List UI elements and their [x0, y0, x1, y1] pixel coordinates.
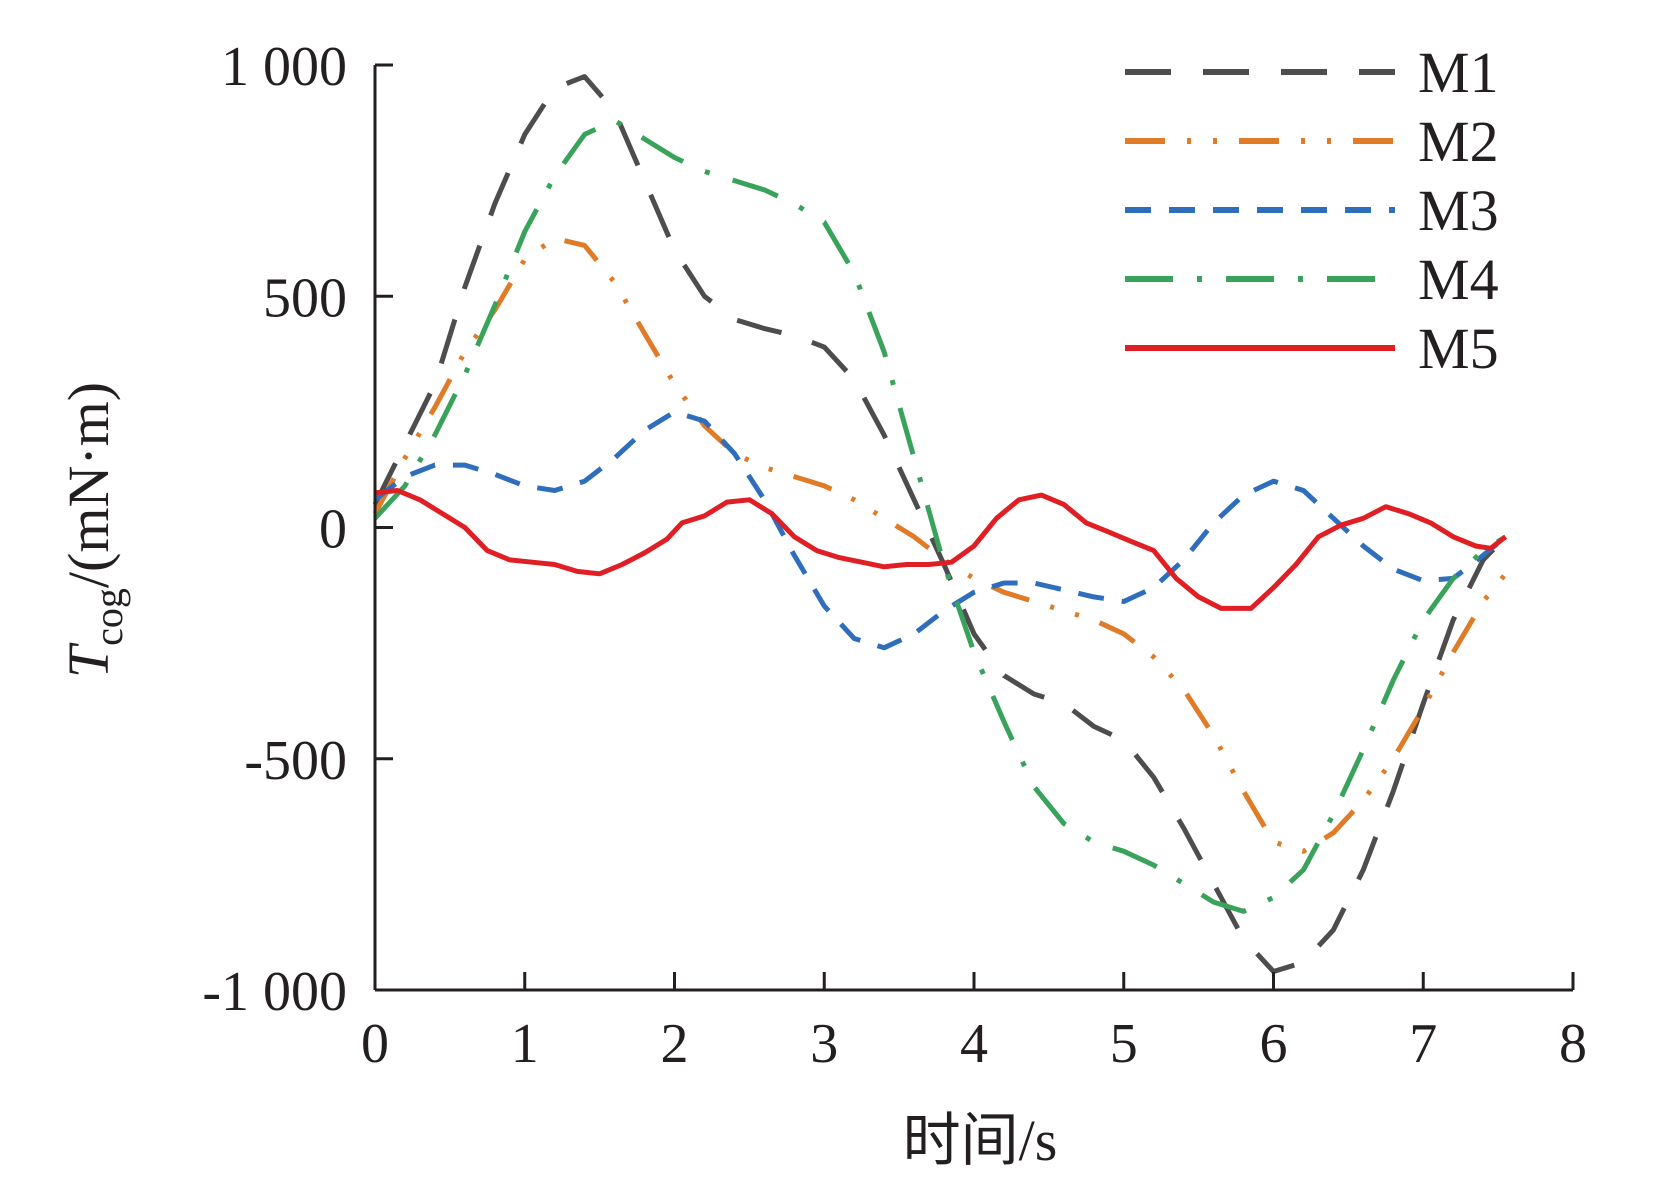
x-tick-label: 0 — [361, 1013, 389, 1075]
series-line-m2 — [372, 235, 1508, 854]
y-axis-title-symbol: T — [56, 642, 121, 678]
legend-label-m1: M1 — [1418, 40, 1499, 105]
y-axis-title-text: Tcog/(mN·m) — [56, 382, 131, 678]
series-layer — [372, 74, 1508, 974]
y-axis-title-unit: /(mN·m) — [56, 382, 121, 588]
x-tick-label: 4 — [960, 1013, 988, 1075]
legend-label-m2: M2 — [1418, 109, 1499, 174]
x-tick-label: 2 — [661, 1013, 689, 1075]
y-tick-label: -1 000 — [202, 961, 347, 1023]
series-line-m4 — [373, 118, 1507, 914]
x-tick-label: 3 — [810, 1013, 838, 1075]
x-tick-label: 8 — [1559, 1013, 1587, 1075]
y-tick-label: -500 — [244, 730, 347, 792]
series-line-m5 — [374, 488, 1508, 611]
y-tick-label: 0 — [319, 499, 347, 561]
legend-label-m5: M5 — [1418, 316, 1499, 381]
x-tick-label: 1 — [511, 1013, 539, 1075]
y-axis-title: Tcog/(mN·m) — [56, 382, 131, 678]
x-tick-label: 5 — [1110, 1013, 1138, 1075]
axes: 0 1 2 3 4 5 6 7 8 1 000 500 0 -500 -1 000 — [202, 36, 1587, 1075]
legend-label-m4: M4 — [1418, 247, 1499, 312]
x-axis-title: 时间/s — [903, 1108, 1058, 1173]
y-tick-label: 1 000 — [221, 36, 347, 98]
x-tick-label: 7 — [1409, 1013, 1437, 1075]
y-axis-title-subscript: cog — [86, 588, 131, 646]
y-tick-label: 500 — [263, 267, 347, 329]
legend-label-m3: M3 — [1418, 178, 1499, 243]
x-tick-label: 6 — [1260, 1013, 1288, 1075]
